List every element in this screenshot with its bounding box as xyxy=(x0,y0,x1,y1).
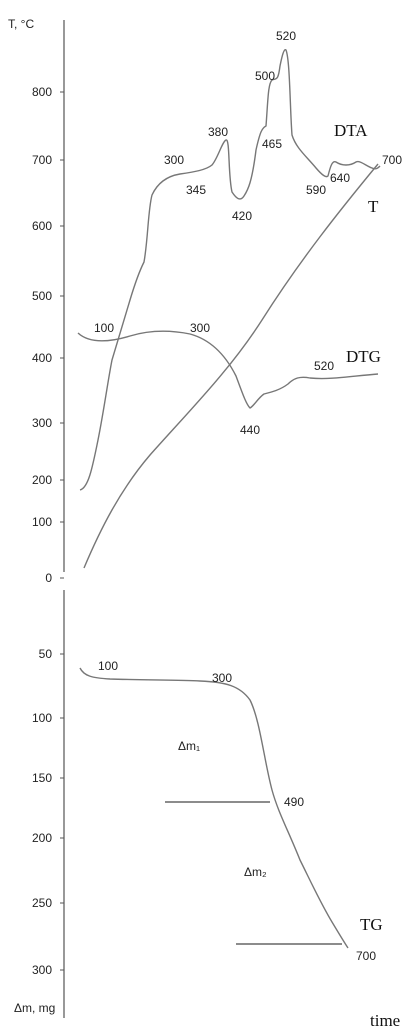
delta-m2-label: Δm₂ xyxy=(244,865,267,879)
annotation-dta-520: 520 xyxy=(276,29,296,43)
dta-label: DTA xyxy=(334,121,368,140)
annotation-dtg-300: 300 xyxy=(190,321,210,335)
dtg-label: DTG xyxy=(346,347,381,366)
top-tick-label-800: 800 xyxy=(32,85,52,99)
t-curve xyxy=(83,163,379,569)
annotation-dta-380: 380 xyxy=(208,125,228,139)
delta-m1-label: Δm₁ xyxy=(178,739,200,753)
annotation-tg-300: 300 xyxy=(212,671,232,685)
annotation-dta-420: 420 xyxy=(232,209,252,223)
annotation-dtg-520: 520 xyxy=(314,359,334,373)
annotation-dtg-440: 440 xyxy=(240,423,260,437)
dtg-curve xyxy=(77,330,379,409)
bottom-y-ticks: 50 100 150 200 250 300 xyxy=(32,647,64,977)
bottom-tick-label-150: 150 xyxy=(32,771,52,785)
annotation-tg-100: 100 xyxy=(98,659,118,673)
annotation-tg-700: 700 xyxy=(356,949,376,963)
top-tick-label-500: 500 xyxy=(32,289,52,303)
annotation-t-700: 700 xyxy=(382,153,402,167)
annotation-tg-490: 490 xyxy=(284,795,304,809)
x-axis-title: time xyxy=(370,1011,400,1030)
annotation-dta-640: 640 xyxy=(330,171,350,185)
top-tick-label-700: 700 xyxy=(32,153,52,167)
top-tick-label-100: 100 xyxy=(32,515,52,529)
top-tick-label-200: 200 xyxy=(32,473,52,487)
tg-curve xyxy=(79,667,349,949)
t-label: T xyxy=(368,197,379,216)
bottom-tick-label-250: 250 xyxy=(32,896,52,910)
bottom-tick-label-50: 50 xyxy=(39,647,53,661)
top-tick-label-600: 600 xyxy=(32,219,52,233)
top-y-ticks: 800 700 600 500 400 300 200 100 0 xyxy=(32,85,64,585)
top-tick-label-0: 0 xyxy=(45,571,52,585)
bottom-tick-label-200: 200 xyxy=(32,831,52,845)
annotation-dta-465: 465 xyxy=(262,137,282,151)
annotation-dta-300: 300 xyxy=(164,153,184,167)
bottom-y-title: Δm, mg xyxy=(14,1001,55,1015)
top-y-title: T, °C xyxy=(8,17,34,31)
top-tick-label-400: 400 xyxy=(32,351,52,365)
tg-label: TG xyxy=(360,915,383,934)
top-tick-label-300: 300 xyxy=(32,416,52,430)
annotation-dta-590: 590 xyxy=(306,183,326,197)
bottom-tick-label-100: 100 xyxy=(32,711,52,725)
annotation-dta-345: 345 xyxy=(186,183,206,197)
bottom-tick-label-300: 300 xyxy=(32,963,52,977)
dta-curve xyxy=(79,49,381,491)
annotation-dtg-100: 100 xyxy=(94,321,114,335)
annotation-dta-500: 500 xyxy=(255,69,275,83)
